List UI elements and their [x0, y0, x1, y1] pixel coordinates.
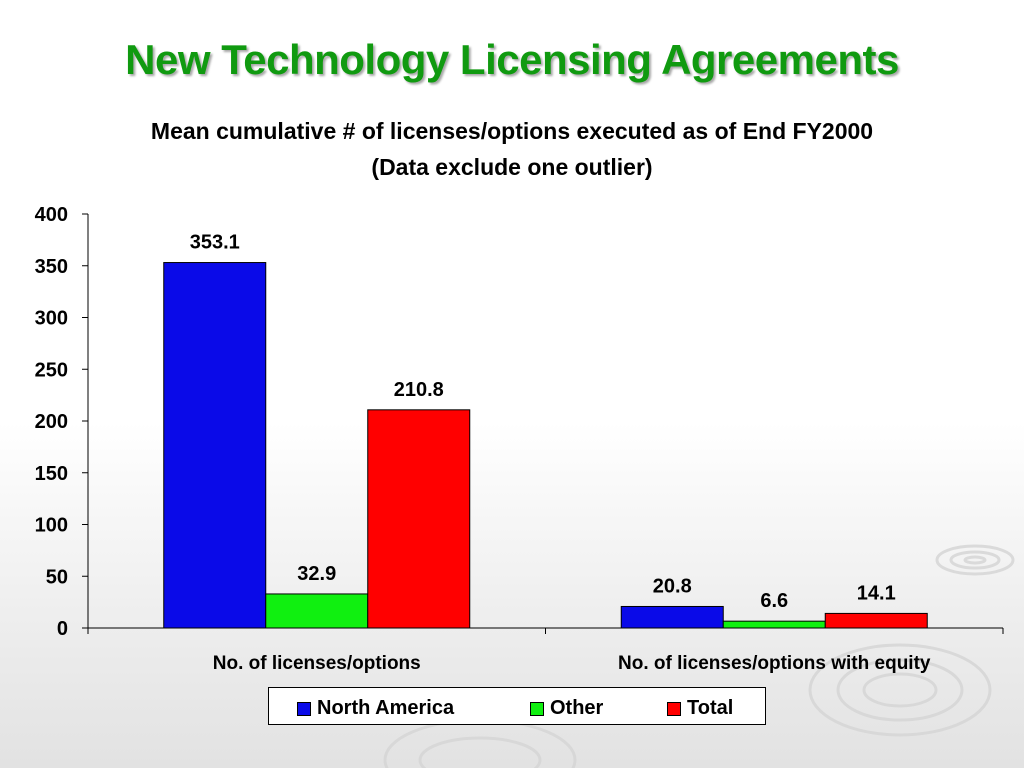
y-tick-label: 100 — [35, 515, 68, 537]
x-category-label: No. of licenses/options with equity — [618, 653, 931, 674]
data-label-other-1: 32.9 — [297, 563, 336, 585]
y-tick-label: 400 — [35, 204, 68, 226]
x-category-label: No. of licenses/options — [213, 653, 421, 674]
data-label-total-1: 210.8 — [394, 379, 444, 401]
chart-subtitle-line-1: Mean cumulative # of licenses/options ex… — [150, 118, 874, 144]
legend-swatch-north-america — [297, 701, 311, 716]
bar-total-2 — [824, 612, 928, 629]
legend-item-north-america: North America — [297, 697, 454, 720]
slide-title: New Technology Licensing Agreements — [125, 36, 899, 83]
data-label-other-2: 6.6 — [760, 590, 788, 612]
y-tick-label: 0 — [57, 618, 68, 640]
legend-label-north-america: North America — [317, 697, 455, 719]
y-tick-label: 50 — [46, 566, 68, 588]
chart-subtitle-line-2: (Data exclude one outlier) — [371, 154, 653, 180]
y-tick-label: 350 — [35, 256, 68, 278]
y-tick-label: 300 — [35, 308, 68, 330]
bar-other-1 — [265, 593, 369, 629]
bar-other-2 — [722, 620, 826, 629]
y-tick-label: 150 — [35, 463, 68, 485]
bar-north-america-2 — [620, 605, 724, 629]
legend-swatch-other — [530, 701, 544, 716]
data-label-north-america-2: 20.8 — [653, 575, 692, 597]
bar-total-1 — [367, 409, 471, 629]
legend-swatch-total — [667, 701, 681, 716]
legend-label-total: Total — [687, 697, 734, 719]
y-tick-label: 200 — [35, 411, 68, 433]
bar-north-america-1 — [163, 262, 267, 629]
legend-item-total: Total — [667, 697, 733, 720]
y-tick-label: 250 — [35, 359, 68, 381]
chart-legend: North America Other Total — [268, 687, 766, 725]
data-label-north-america-1: 353.1 — [190, 232, 240, 254]
data-label-total-2: 14.1 — [857, 582, 896, 604]
legend-label-other: Other — [550, 697, 604, 719]
legend-item-other: Other — [530, 697, 603, 720]
